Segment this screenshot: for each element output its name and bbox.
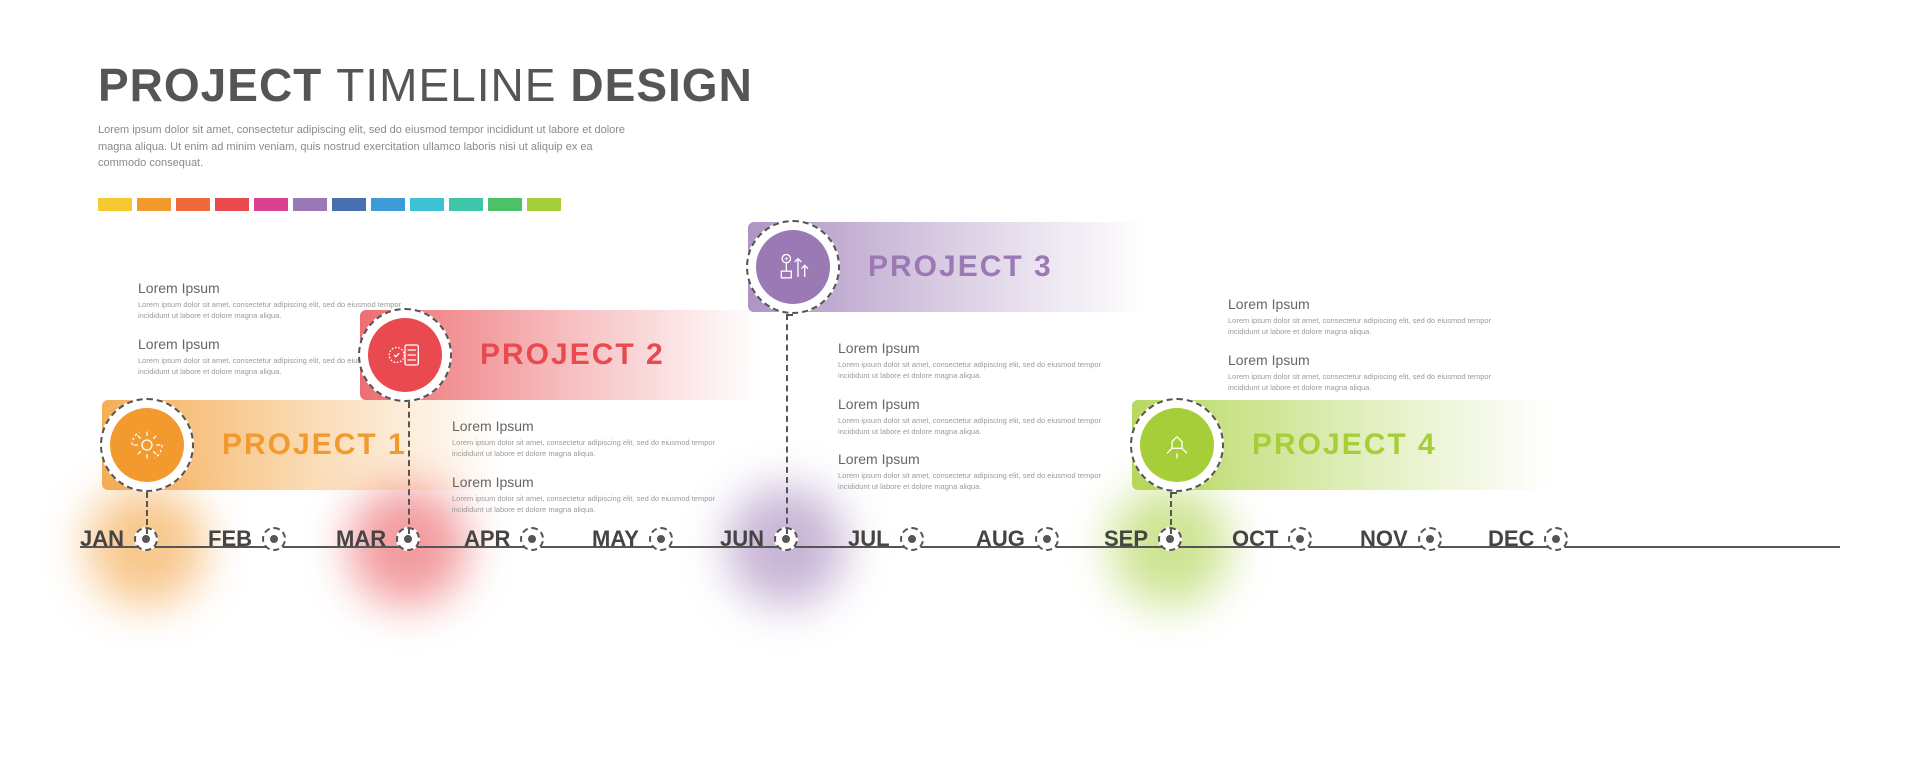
month-label: JAN (80, 526, 124, 552)
project-circle (1130, 398, 1224, 492)
month-label: DEC (1488, 526, 1534, 552)
text-body: Lorem ipsum dolor sit amet, consectetur … (452, 437, 742, 460)
month-tick (1544, 527, 1568, 551)
text-block: Lorem Ipsum Lorem ipsum dolor sit amet, c… (838, 340, 1128, 382)
text-body: Lorem ipsum dolor sit amet, consectetur … (1228, 315, 1518, 338)
month-tick (900, 527, 924, 551)
month-label: SEP (1104, 526, 1148, 552)
month-label: JUL (848, 526, 890, 552)
page-subtitle: Lorem ipsum dolor sit amet, consectetur … (98, 122, 638, 172)
text-block: Lorem Ipsum Lorem ipsum dolor sit amet, c… (1228, 352, 1518, 394)
header: PROJECT TIMELINE DESIGN Lorem ipsum dolo… (98, 58, 753, 211)
text-heading: Lorem Ipsum (1228, 296, 1518, 312)
month-nov: NOV (1360, 526, 1442, 552)
text-block: Lorem Ipsum Lorem ipsum dolor sit amet, c… (1228, 296, 1518, 338)
month-tick (1288, 527, 1312, 551)
project-circle (100, 398, 194, 492)
page-title: PROJECT TIMELINE DESIGN (98, 58, 753, 112)
text-heading: Lorem Ipsum (452, 418, 742, 434)
project-label: PROJECT 3 (868, 250, 1053, 284)
month-label: MAY (592, 526, 639, 552)
text-block: Lorem Ipsum Lorem ipsum dolor sit amet, c… (452, 474, 742, 516)
month-tick (1035, 527, 1059, 551)
project-text: Lorem Ipsum Lorem ipsum dolor sit amet, c… (838, 340, 1128, 507)
text-heading: Lorem Ipsum (838, 451, 1128, 467)
month-oct: OCT (1232, 526, 1312, 552)
month-tick (520, 527, 544, 551)
month-may: MAY (592, 526, 673, 552)
text-body: Lorem ipsum dolor sit amet, consectetur … (452, 493, 742, 516)
text-body: Lorem ipsum dolor sit amet, consectetur … (838, 415, 1128, 438)
text-heading: Lorem Ipsum (838, 340, 1128, 356)
month-apr: APR (464, 526, 544, 552)
month-label: MAR (336, 526, 386, 552)
title-word-3: DESIGN (570, 58, 752, 112)
gear-icon (110, 408, 184, 482)
text-block: Lorem Ipsum Lorem ipsum dolor sit amet, c… (452, 418, 742, 460)
project-label: PROJECT 1 (222, 428, 407, 462)
month-label: JUN (720, 526, 764, 552)
text-heading: Lorem Ipsum (138, 280, 428, 296)
month-label: NOV (1360, 526, 1408, 552)
text-heading: Lorem Ipsum (1228, 352, 1518, 368)
text-body: Lorem ipsum dolor sit amet, consectetur … (838, 359, 1128, 382)
timeline: JAN FEB MAR APR MAY JUN JUL AUG SEP OCT NOV DEC PRO… (0, 200, 1920, 620)
project-text: Lorem Ipsum Lorem ipsum dolor sit amet, c… (452, 418, 742, 529)
project-circle (746, 220, 840, 314)
text-block: Lorem Ipsum Lorem ipsum dolor sit amet, c… (838, 451, 1128, 493)
text-heading: Lorem Ipsum (452, 474, 742, 490)
title-word-2: TIMELINE (336, 58, 556, 112)
text-block: Lorem Ipsum Lorem ipsum dolor sit amet, c… (838, 396, 1128, 438)
month-dec: DEC (1488, 526, 1568, 552)
connector-line (1170, 492, 1172, 534)
project-label: PROJECT 4 (1252, 428, 1437, 462)
month-aug: AUG (976, 526, 1059, 552)
checklist-icon (368, 318, 442, 392)
growth-icon (756, 230, 830, 304)
connector-line (786, 314, 788, 534)
month-label: APR (464, 526, 510, 552)
hands-icon (1140, 408, 1214, 482)
project-text: Lorem Ipsum Lorem ipsum dolor sit amet, c… (1228, 296, 1518, 407)
connector-line (146, 492, 148, 534)
month-feb: FEB (208, 526, 286, 552)
month-tick (649, 527, 673, 551)
project-circle (358, 308, 452, 402)
month-label: AUG (976, 526, 1025, 552)
month-jul: JUL (848, 526, 924, 552)
month-label: OCT (1232, 526, 1278, 552)
month-label: FEB (208, 526, 252, 552)
month-tick (1418, 527, 1442, 551)
text-body: Lorem ipsum dolor sit amet, consectetur … (1228, 371, 1518, 394)
connector-line (408, 402, 410, 534)
project-label: PROJECT 2 (480, 338, 665, 372)
text-heading: Lorem Ipsum (838, 396, 1128, 412)
month-tick (262, 527, 286, 551)
text-body: Lorem ipsum dolor sit amet, consectetur … (838, 470, 1128, 493)
title-word-1: PROJECT (98, 58, 322, 112)
